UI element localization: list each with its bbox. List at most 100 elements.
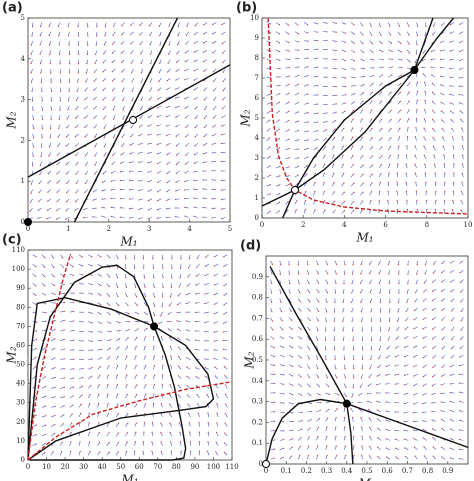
vector-arrow — [331, 146, 335, 150]
vector-head — [367, 393, 369, 395]
vector-head — [283, 430, 285, 432]
vector-head — [44, 376, 46, 378]
vector-arrow — [76, 87, 79, 92]
vector-head — [53, 266, 55, 269]
vector-head — [319, 394, 321, 396]
vector-arrow — [216, 432, 219, 437]
vector-arrow — [459, 102, 464, 105]
vector-arrow — [194, 78, 199, 81]
vector-arrow — [395, 373, 400, 376]
y-tick-label: 90 — [16, 284, 25, 292]
vector-arrow — [397, 31, 401, 35]
x-tick-label: 0 — [260, 221, 264, 229]
vector-arrow — [397, 49, 402, 53]
vector-head — [385, 419, 387, 421]
vector-head — [147, 200, 150, 202]
vector-head — [101, 190, 103, 192]
vector-head — [271, 292, 273, 294]
vector-head — [391, 58, 393, 60]
vector-arrow — [160, 311, 163, 316]
vector-head — [431, 393, 433, 395]
vector-arrow — [97, 349, 102, 351]
vector-arrow — [334, 364, 337, 369]
vector-head — [165, 216, 167, 219]
vector-head — [372, 75, 375, 77]
vector-head — [156, 162, 159, 165]
vector-arrow — [166, 115, 171, 117]
vector-arrow — [143, 336, 146, 341]
vector-head — [211, 152, 213, 154]
vector-head — [51, 100, 53, 102]
vector-arrow — [279, 392, 284, 395]
vector-head — [108, 356, 111, 358]
vector-head — [128, 313, 130, 315]
vector-head — [30, 62, 32, 65]
vector-arrow — [116, 321, 121, 323]
vector-arrow — [423, 49, 427, 54]
vector-arrow — [176, 50, 180, 54]
vector-head — [92, 199, 94, 201]
vector-arrow — [134, 394, 138, 399]
vector-head — [307, 93, 309, 95]
vector-head — [380, 100, 382, 102]
vector-arrow — [398, 298, 400, 303]
vector-arrow — [125, 355, 128, 360]
vector-head — [184, 61, 186, 63]
vector-head — [120, 154, 122, 156]
vector-arrow — [140, 59, 144, 64]
vector-head — [86, 63, 88, 65]
vector-arrow — [222, 96, 226, 101]
vector-head — [73, 368, 75, 370]
vector-arrow — [441, 128, 445, 132]
vector-arrow — [297, 437, 302, 441]
vector-arrow — [125, 432, 128, 437]
vector-head — [223, 304, 225, 306]
vector-head — [102, 62, 104, 64]
vector-arrow — [41, 106, 43, 111]
vector-arrow — [352, 455, 355, 460]
vector-arrow — [370, 307, 372, 312]
vector-arrow — [416, 91, 418, 96]
vector-head — [408, 100, 410, 102]
vector-head — [133, 267, 136, 269]
vector-head — [460, 329, 462, 331]
vector-head — [460, 191, 463, 193]
vector-head — [153, 384, 156, 386]
vector-arrow — [138, 161, 143, 163]
vector-head — [399, 118, 401, 120]
vector-head — [289, 292, 291, 294]
vector-arrow — [50, 451, 54, 456]
vector-arrow — [304, 148, 309, 151]
vector-head — [62, 423, 64, 425]
vector-arrow — [307, 374, 310, 378]
vector-head — [126, 355, 128, 357]
vector-arrow — [441, 119, 445, 123]
vector-arrow — [360, 192, 364, 196]
vector-head — [268, 137, 271, 139]
vector-head — [351, 416, 354, 419]
vector-arrow — [316, 307, 319, 312]
vector-arrow — [97, 292, 101, 296]
vector-arrow — [441, 401, 446, 403]
vector-head — [107, 412, 110, 414]
vector-arrow — [221, 198, 226, 200]
y-tick-label: 8 — [255, 54, 259, 62]
vector-head — [98, 393, 100, 395]
vector-head — [211, 217, 213, 219]
vector-head — [372, 59, 375, 61]
vector-head — [71, 257, 74, 259]
vector-arrow — [294, 40, 299, 43]
vector-head — [110, 189, 112, 191]
vector-arrow — [125, 394, 128, 399]
vector-arrow — [325, 427, 328, 432]
vector-head — [403, 365, 406, 367]
vector-arrow — [331, 164, 334, 169]
vector-head — [54, 319, 56, 322]
vector-arrow — [159, 22, 162, 27]
vector-arrow — [316, 383, 320, 387]
vector-head — [352, 209, 355, 212]
vector-arrow — [120, 161, 125, 164]
vector-head — [379, 190, 381, 192]
vector-head — [159, 62, 161, 65]
vector-arrow — [177, 337, 182, 341]
